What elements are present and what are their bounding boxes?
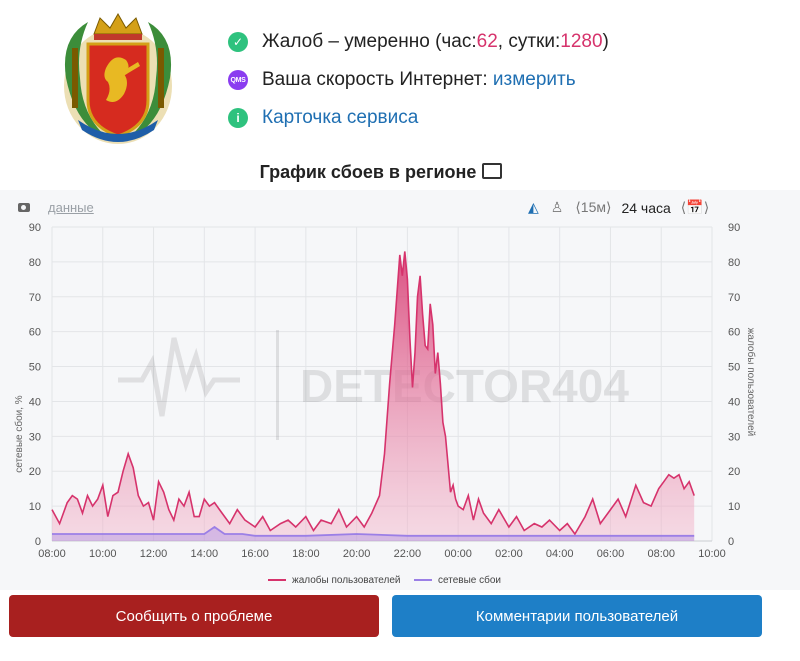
range-24h-button[interactable]: 24 часа <box>621 199 671 216</box>
complaints-area <box>52 251 695 541</box>
service-card-row: i Карточка сервиса <box>228 107 418 129</box>
y-tick-label-left: 10 <box>29 501 41 513</box>
watermark-text: DETECTOR404 <box>300 360 629 412</box>
complaints-status: ✓ Жалоб – умеренно (час: 62, сутки: 1280… <box>228 31 609 53</box>
complaints-suffix: ) <box>602 31 609 52</box>
chart-title-text: График сбоев в регионе <box>259 162 477 182</box>
y-tick-label-left: 70 <box>29 292 41 304</box>
service-card-link[interactable]: Карточка сервиса <box>262 107 419 128</box>
x-tick-label: 00:00 <box>444 548 472 560</box>
area-chart-icon[interactable]: ◭ <box>528 199 539 215</box>
monitor-icon[interactable] <box>482 163 503 180</box>
chart-toolbar-right: ◭ ♙ ⟨15м⟩ 24 часа ⟨📅⟩ <box>528 199 719 216</box>
speed-label: Ваша скорость Интернет: <box>262 69 488 90</box>
x-tick-label: 06:00 <box>597 548 625 560</box>
x-tick-label: 10:00 <box>698 548 726 560</box>
x-tick-label: 22:00 <box>394 548 422 560</box>
range-15m-button[interactable]: ⟨15м⟩ <box>575 199 612 215</box>
x-tick-label: 10:00 <box>89 548 117 560</box>
krasnoyarsk-emblem <box>64 12 172 144</box>
y-tick-label-right: 90 <box>728 222 740 234</box>
y-tick-label-left: 0 <box>35 536 41 548</box>
x-tick-label: 20:00 <box>343 548 371 560</box>
x-tick-label: 02:00 <box>495 548 523 560</box>
check-circle-icon: ✓ <box>228 32 248 52</box>
y-tick-label-right: 40 <box>728 396 740 408</box>
user-icon[interactable]: ♙ <box>550 199 564 215</box>
complaints-line <box>51 251 695 536</box>
outages-area <box>52 527 695 541</box>
outages-line <box>52 525 695 537</box>
speed-test-row: QMS Ваша скорость Интернет: измерить <box>228 69 576 91</box>
chart-legend: жалобы пользователей сетевые сбои <box>268 574 501 586</box>
camera-icon[interactable] <box>18 203 30 212</box>
y-tick-label-right: 50 <box>728 362 740 374</box>
y-axis-label-right: жалобы пользователей <box>745 328 757 437</box>
watermark: DETECTOR404 <box>118 330 629 440</box>
data-link[interactable]: данные <box>48 200 94 215</box>
outage-chart: DETECTOR404 0 0 10 10 20 20 30 30 40 40 50 50 60 60 70… <box>13 222 757 586</box>
x-tick-label: 12:00 <box>140 548 168 560</box>
complaints-hour-value: 62 <box>476 31 498 52</box>
info-icon: i <box>228 108 248 128</box>
y-tick-label-right: 0 <box>728 536 734 548</box>
user-comments-button[interactable]: Комментарии пользователей <box>392 595 762 637</box>
y-tick-label-right: 30 <box>728 431 740 443</box>
y-tick-label-right: 10 <box>728 501 740 513</box>
report-problem-button[interactable]: Сообщить о проблеме <box>9 595 379 637</box>
y-tick-label-right: 80 <box>728 257 740 269</box>
chart-toolbar-left: данные <box>18 200 94 215</box>
legend-outages: сетевые сбои <box>438 574 501 586</box>
legend-complaints: жалобы пользователей <box>292 574 401 586</box>
complaints-day-value: 1280 <box>560 31 603 52</box>
y-tick-label-left: 30 <box>29 431 41 443</box>
x-tick-label: 16:00 <box>241 548 269 560</box>
x-tick-label: 18:00 <box>292 548 320 560</box>
complaints-prefix: Жалоб – умеренно (час: <box>262 31 477 52</box>
y-axis-label-left: сетевые сбои, % <box>13 395 25 473</box>
qms-icon: QMS <box>228 70 248 90</box>
x-tick-label: 08:00 <box>647 548 675 560</box>
x-tick-label: 04:00 <box>546 548 574 560</box>
calendar-icon[interactable]: ⟨📅⟩ <box>680 199 710 215</box>
y-tick-label-left: 60 <box>29 327 41 339</box>
y-tick-label-left: 50 <box>29 362 41 374</box>
y-tick-label-right: 60 <box>728 327 740 339</box>
complaints-sep: , сутки: <box>497 31 561 52</box>
x-tick-label: 08:00 <box>38 548 66 560</box>
speed-test-link[interactable]: измерить <box>492 69 576 90</box>
chart-title: График сбоев в регионе <box>0 162 762 183</box>
y-tick-label-left: 90 <box>29 222 41 234</box>
x-tick-label: 14:00 <box>191 548 219 560</box>
y-tick-label-right: 20 <box>728 466 740 478</box>
y-tick-label-right: 70 <box>728 292 740 304</box>
y-tick-label-left: 20 <box>29 466 41 478</box>
y-tick-label-left: 80 <box>29 257 41 269</box>
y-tick-label-left: 40 <box>29 396 41 408</box>
